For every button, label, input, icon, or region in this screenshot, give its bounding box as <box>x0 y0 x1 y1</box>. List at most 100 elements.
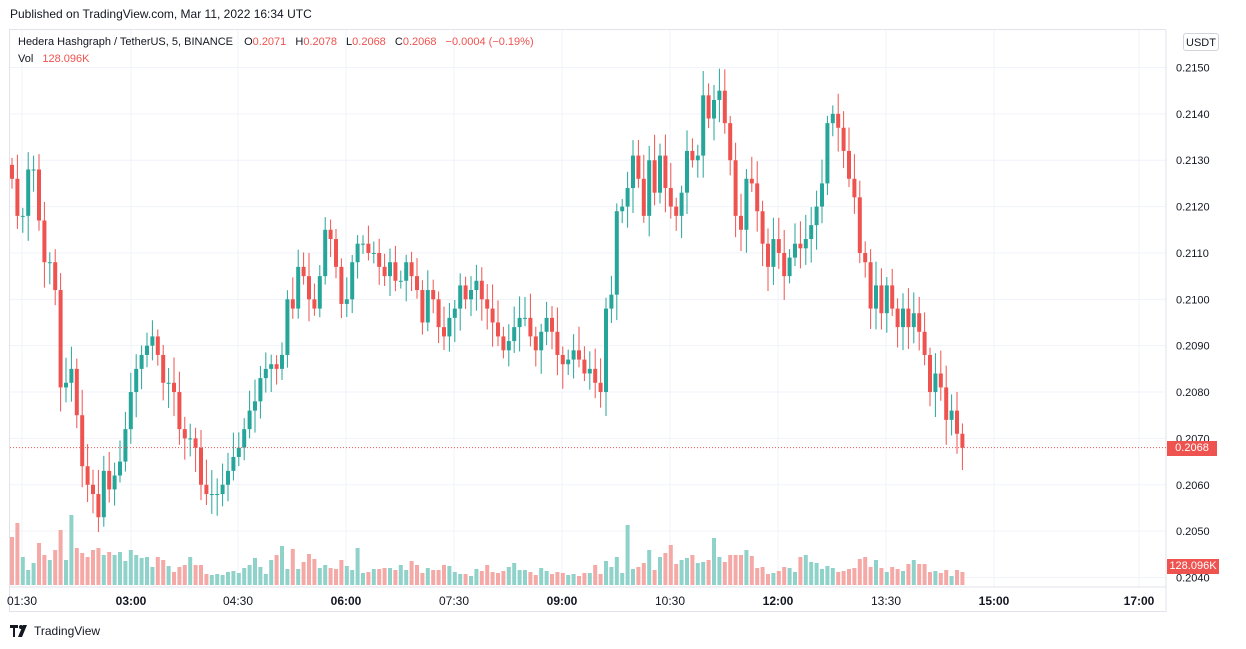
volume-bar <box>609 567 614 585</box>
x-tick-label: 07:30 <box>439 594 469 608</box>
volume-bar <box>825 566 830 585</box>
volume-bar <box>771 573 776 585</box>
volume-bar <box>717 557 722 585</box>
candle-body <box>841 127 846 151</box>
candle-body <box>744 178 749 230</box>
candle-body <box>107 470 112 490</box>
candle-body <box>776 239 781 253</box>
volume-bar <box>377 569 382 585</box>
volume-bar <box>107 552 112 585</box>
volume-bar <box>409 561 414 585</box>
y-tick-label: 0.2140 <box>1176 109 1210 121</box>
y-tick-label: 0.2090 <box>1176 341 1210 353</box>
volume-bar <box>134 555 139 585</box>
candle-body <box>312 299 317 309</box>
high-label: H <box>295 36 304 48</box>
volume-bar <box>361 573 365 585</box>
volume-bar <box>631 569 635 585</box>
volume-bar <box>836 572 841 585</box>
candle-body <box>485 299 490 309</box>
volume-bar <box>344 566 349 585</box>
low-value: 0.2068 <box>352 36 386 48</box>
candle-body <box>139 354 144 369</box>
candle-body <box>290 299 295 309</box>
candle-body <box>728 123 733 161</box>
candle-body <box>544 317 549 332</box>
candle-body <box>868 262 873 309</box>
candle-body <box>263 368 268 379</box>
currency-button[interactable]: USDT <box>1183 33 1219 51</box>
volume-bar <box>712 538 716 585</box>
volume-bar <box>74 548 79 585</box>
volume-label: Vol <box>18 53 34 65</box>
candle-body <box>361 243 365 245</box>
volume-bar <box>722 562 727 585</box>
ohlc-legend: Hedera Hashgraph / TetherUS, 5, BINANCE … <box>18 36 534 48</box>
volume-bar <box>123 561 128 585</box>
volume-bar <box>285 569 290 585</box>
volume-bar <box>895 569 900 585</box>
candle-body <box>706 95 711 119</box>
candle-body <box>377 252 382 267</box>
candle-body <box>166 382 171 384</box>
open-value: 0.2071 <box>252 36 287 48</box>
volume-bar <box>668 545 673 585</box>
candle-body <box>112 475 117 490</box>
candle-body <box>231 456 236 471</box>
candle-body <box>96 494 101 518</box>
candle-body <box>690 150 695 161</box>
candle-body <box>712 99 716 119</box>
candle-body <box>604 308 608 393</box>
y-tick-label: 0.2130 <box>1176 155 1210 167</box>
candle-body <box>766 243 770 267</box>
volume-bar <box>571 574 576 585</box>
volume-bar <box>938 573 943 585</box>
volume-bar <box>776 571 781 585</box>
candle-body <box>749 178 754 184</box>
candle-body <box>490 308 495 323</box>
candle-body <box>787 257 792 277</box>
volume-bar <box>479 571 484 585</box>
candle-body <box>334 239 338 267</box>
volume-bar <box>474 569 479 585</box>
volume-bar <box>26 570 31 585</box>
y-tick-label: 0.2060 <box>1176 480 1210 492</box>
tradingview-logo[interactable]: TradingView <box>10 624 100 638</box>
volume-bar <box>793 572 797 585</box>
chart-pane[interactable] <box>9 29 1166 612</box>
volume-bar <box>236 573 241 585</box>
volume-bar <box>355 548 360 585</box>
volume-bar <box>490 572 495 585</box>
volume-bar <box>928 572 932 585</box>
open-label: O <box>244 36 253 48</box>
volume-bar <box>614 557 619 585</box>
candle-body <box>398 280 403 282</box>
candle-body <box>425 290 430 323</box>
candle-body <box>301 266 306 277</box>
volume-bar <box>852 568 857 585</box>
candle-body <box>857 197 862 253</box>
candle-body <box>550 317 554 332</box>
candle-body <box>814 206 819 226</box>
candle-body <box>685 150 689 193</box>
volume-bar <box>371 569 376 585</box>
candle-body <box>960 433 965 448</box>
candle-body <box>523 317 527 319</box>
volume-bar <box>166 566 171 585</box>
volume-bar <box>566 575 571 585</box>
volume-bar <box>274 555 279 585</box>
candle-body <box>668 188 673 207</box>
volume-bar <box>312 559 317 585</box>
candle-body <box>933 373 938 393</box>
candle-body <box>506 341 511 351</box>
candle-body <box>404 262 409 281</box>
candle-body <box>420 290 425 323</box>
symbol-title[interactable]: Hedera Hashgraph / TetherUS, 5, BINANCE <box>18 36 234 48</box>
candle-body <box>26 169 31 216</box>
candle-body <box>571 350 576 360</box>
volume-bar <box>101 555 106 585</box>
candle-body <box>253 401 257 411</box>
volume-bar <box>544 571 549 585</box>
candle-body <box>128 392 133 430</box>
